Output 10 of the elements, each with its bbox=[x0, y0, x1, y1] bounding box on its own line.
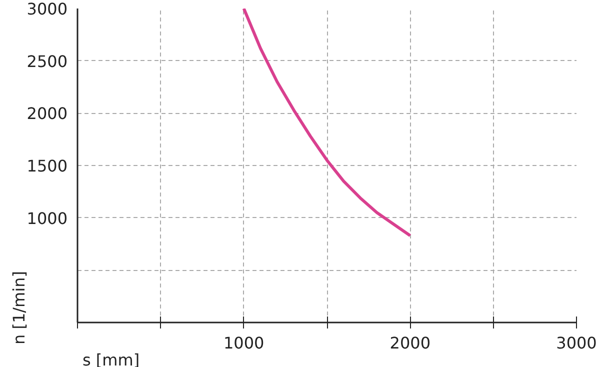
y-tick-label: 1000 bbox=[26, 208, 68, 228]
y-tick-label: 2500 bbox=[26, 52, 68, 71]
y-tick-label: 2000 bbox=[26, 104, 68, 124]
y-tick-label: 3000 bbox=[26, 0, 68, 18]
y-tick-label: 1500 bbox=[26, 156, 68, 176]
line-series bbox=[242, 8, 412, 238]
x-tick-label: 3000 bbox=[556, 334, 597, 352]
y-axis-title: n [1/min] bbox=[10, 271, 28, 344]
x-tick-label: 1000 bbox=[223, 334, 264, 352]
x-tick-label: 2000 bbox=[390, 334, 431, 352]
